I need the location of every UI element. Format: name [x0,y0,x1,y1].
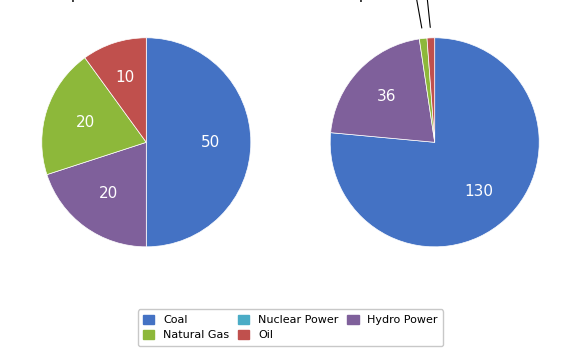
Text: 130: 130 [465,184,494,198]
Text: 1980
total production: 100 units: 1980 total production: 100 units [31,0,234,2]
Wedge shape [146,38,251,247]
Wedge shape [427,38,435,142]
Text: 2: 2 [421,0,431,27]
Text: 2: 2 [408,0,422,28]
Legend: Coal, Natural Gas, Nuclear Power, Oil, Hydro Power: Coal, Natural Gas, Nuclear Power, Oil, H… [138,310,443,346]
Text: 10: 10 [116,70,135,85]
Text: 20: 20 [76,115,95,130]
Wedge shape [330,38,539,247]
Text: 50: 50 [200,135,220,150]
Wedge shape [419,38,435,142]
Wedge shape [331,39,435,142]
Wedge shape [42,58,146,175]
Text: 2000
total production: 170 units: 2000 total production: 170 units [319,0,522,2]
Text: 20: 20 [99,186,119,201]
Wedge shape [47,142,146,247]
Text: 36: 36 [377,89,396,104]
Wedge shape [85,38,146,142]
